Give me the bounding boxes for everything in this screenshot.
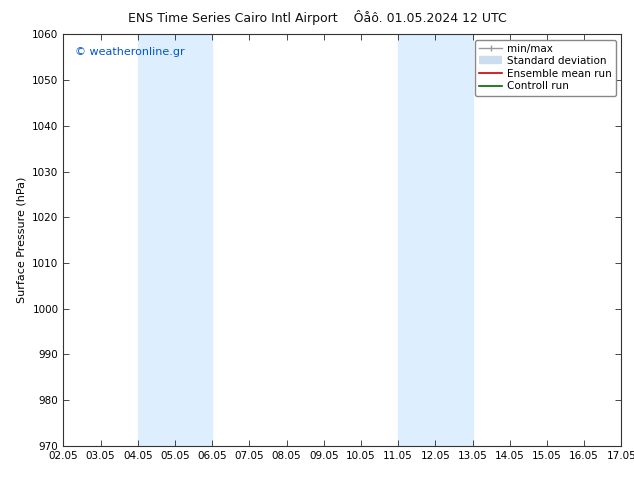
Y-axis label: Surface Pressure (hPa): Surface Pressure (hPa) bbox=[16, 177, 27, 303]
Bar bbox=[398, 34, 472, 446]
Text: ENS Time Series Cairo Intl Airport    Ôåô. 01.05.2024 12 UTC: ENS Time Series Cairo Intl Airport Ôåô. … bbox=[127, 10, 507, 25]
Text: © weatheronline.gr: © weatheronline.gr bbox=[75, 47, 184, 57]
Bar bbox=[138, 34, 212, 446]
Legend: min/max, Standard deviation, Ensemble mean run, Controll run: min/max, Standard deviation, Ensemble me… bbox=[475, 40, 616, 96]
